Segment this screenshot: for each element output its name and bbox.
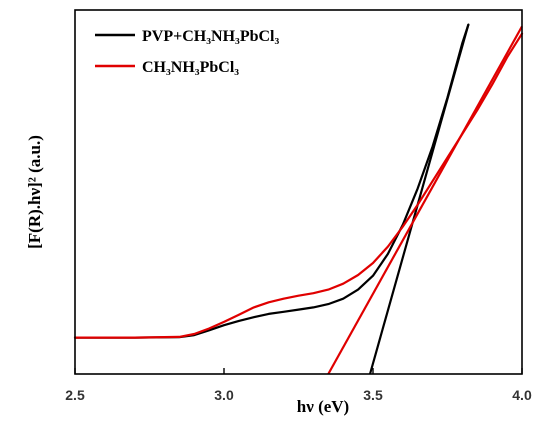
y-axis-title: [F(R).hν]² (a.u.) <box>25 135 44 249</box>
x-axis: 2.5 3.0 3.5 4.0 <box>65 368 532 403</box>
legend-label-pvp: PVP+CH₃NH₃PbCl₃ <box>142 28 279 45</box>
x-tick-label-1: 3.0 <box>214 387 234 403</box>
tangent-line-1 <box>327 25 523 375</box>
x-tick-label-0: 2.5 <box>65 387 85 403</box>
plot-area <box>73 23 524 375</box>
legend-label-pure: CH₃NH₃PbCl₃ <box>142 59 239 76</box>
plot-frame <box>74 9 523 375</box>
series-line-1 <box>73 32 524 339</box>
x-axis-title: hν (eV) <box>297 397 349 416</box>
x-tick-label-2: 3.5 <box>363 387 383 403</box>
x-tick-label-3: 4.0 <box>512 387 532 403</box>
series-line-0 <box>73 23 470 339</box>
legend: PVP+CH₃NH₃PbCl₃ CH₃NH₃PbCl₃ <box>95 28 279 76</box>
